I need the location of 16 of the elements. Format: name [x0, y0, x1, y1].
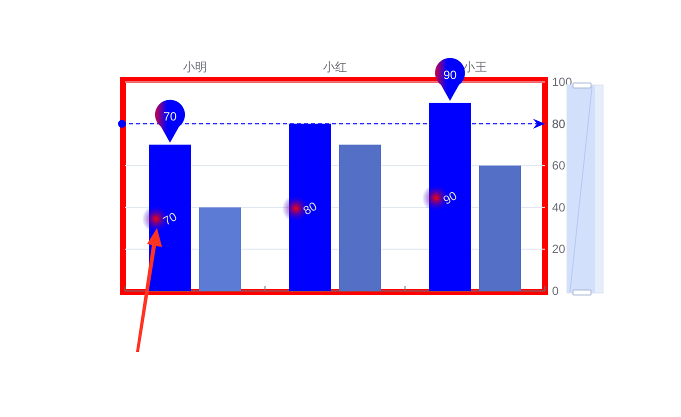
x-tick-label: 小红: [323, 60, 347, 74]
annotation: 90: [443, 68, 457, 82]
bar: [479, 166, 521, 291]
y-tick-label: 80: [552, 116, 566, 131]
annotation: 70: [163, 110, 177, 124]
data-label: 70: [160, 209, 180, 228]
x-tick-label: 小王: [463, 60, 487, 74]
y-tick-label: 0: [552, 284, 559, 298]
data-label: 80: [300, 198, 320, 218]
bar: [199, 207, 241, 291]
data-label: 90: [440, 188, 460, 208]
y-tick-label: 60: [552, 158, 566, 173]
bar: [339, 144, 381, 291]
x-tick-label: 小明: [183, 60, 207, 74]
y-tick-label: 40: [552, 200, 566, 214]
y-tick-label: 20: [552, 242, 566, 256]
